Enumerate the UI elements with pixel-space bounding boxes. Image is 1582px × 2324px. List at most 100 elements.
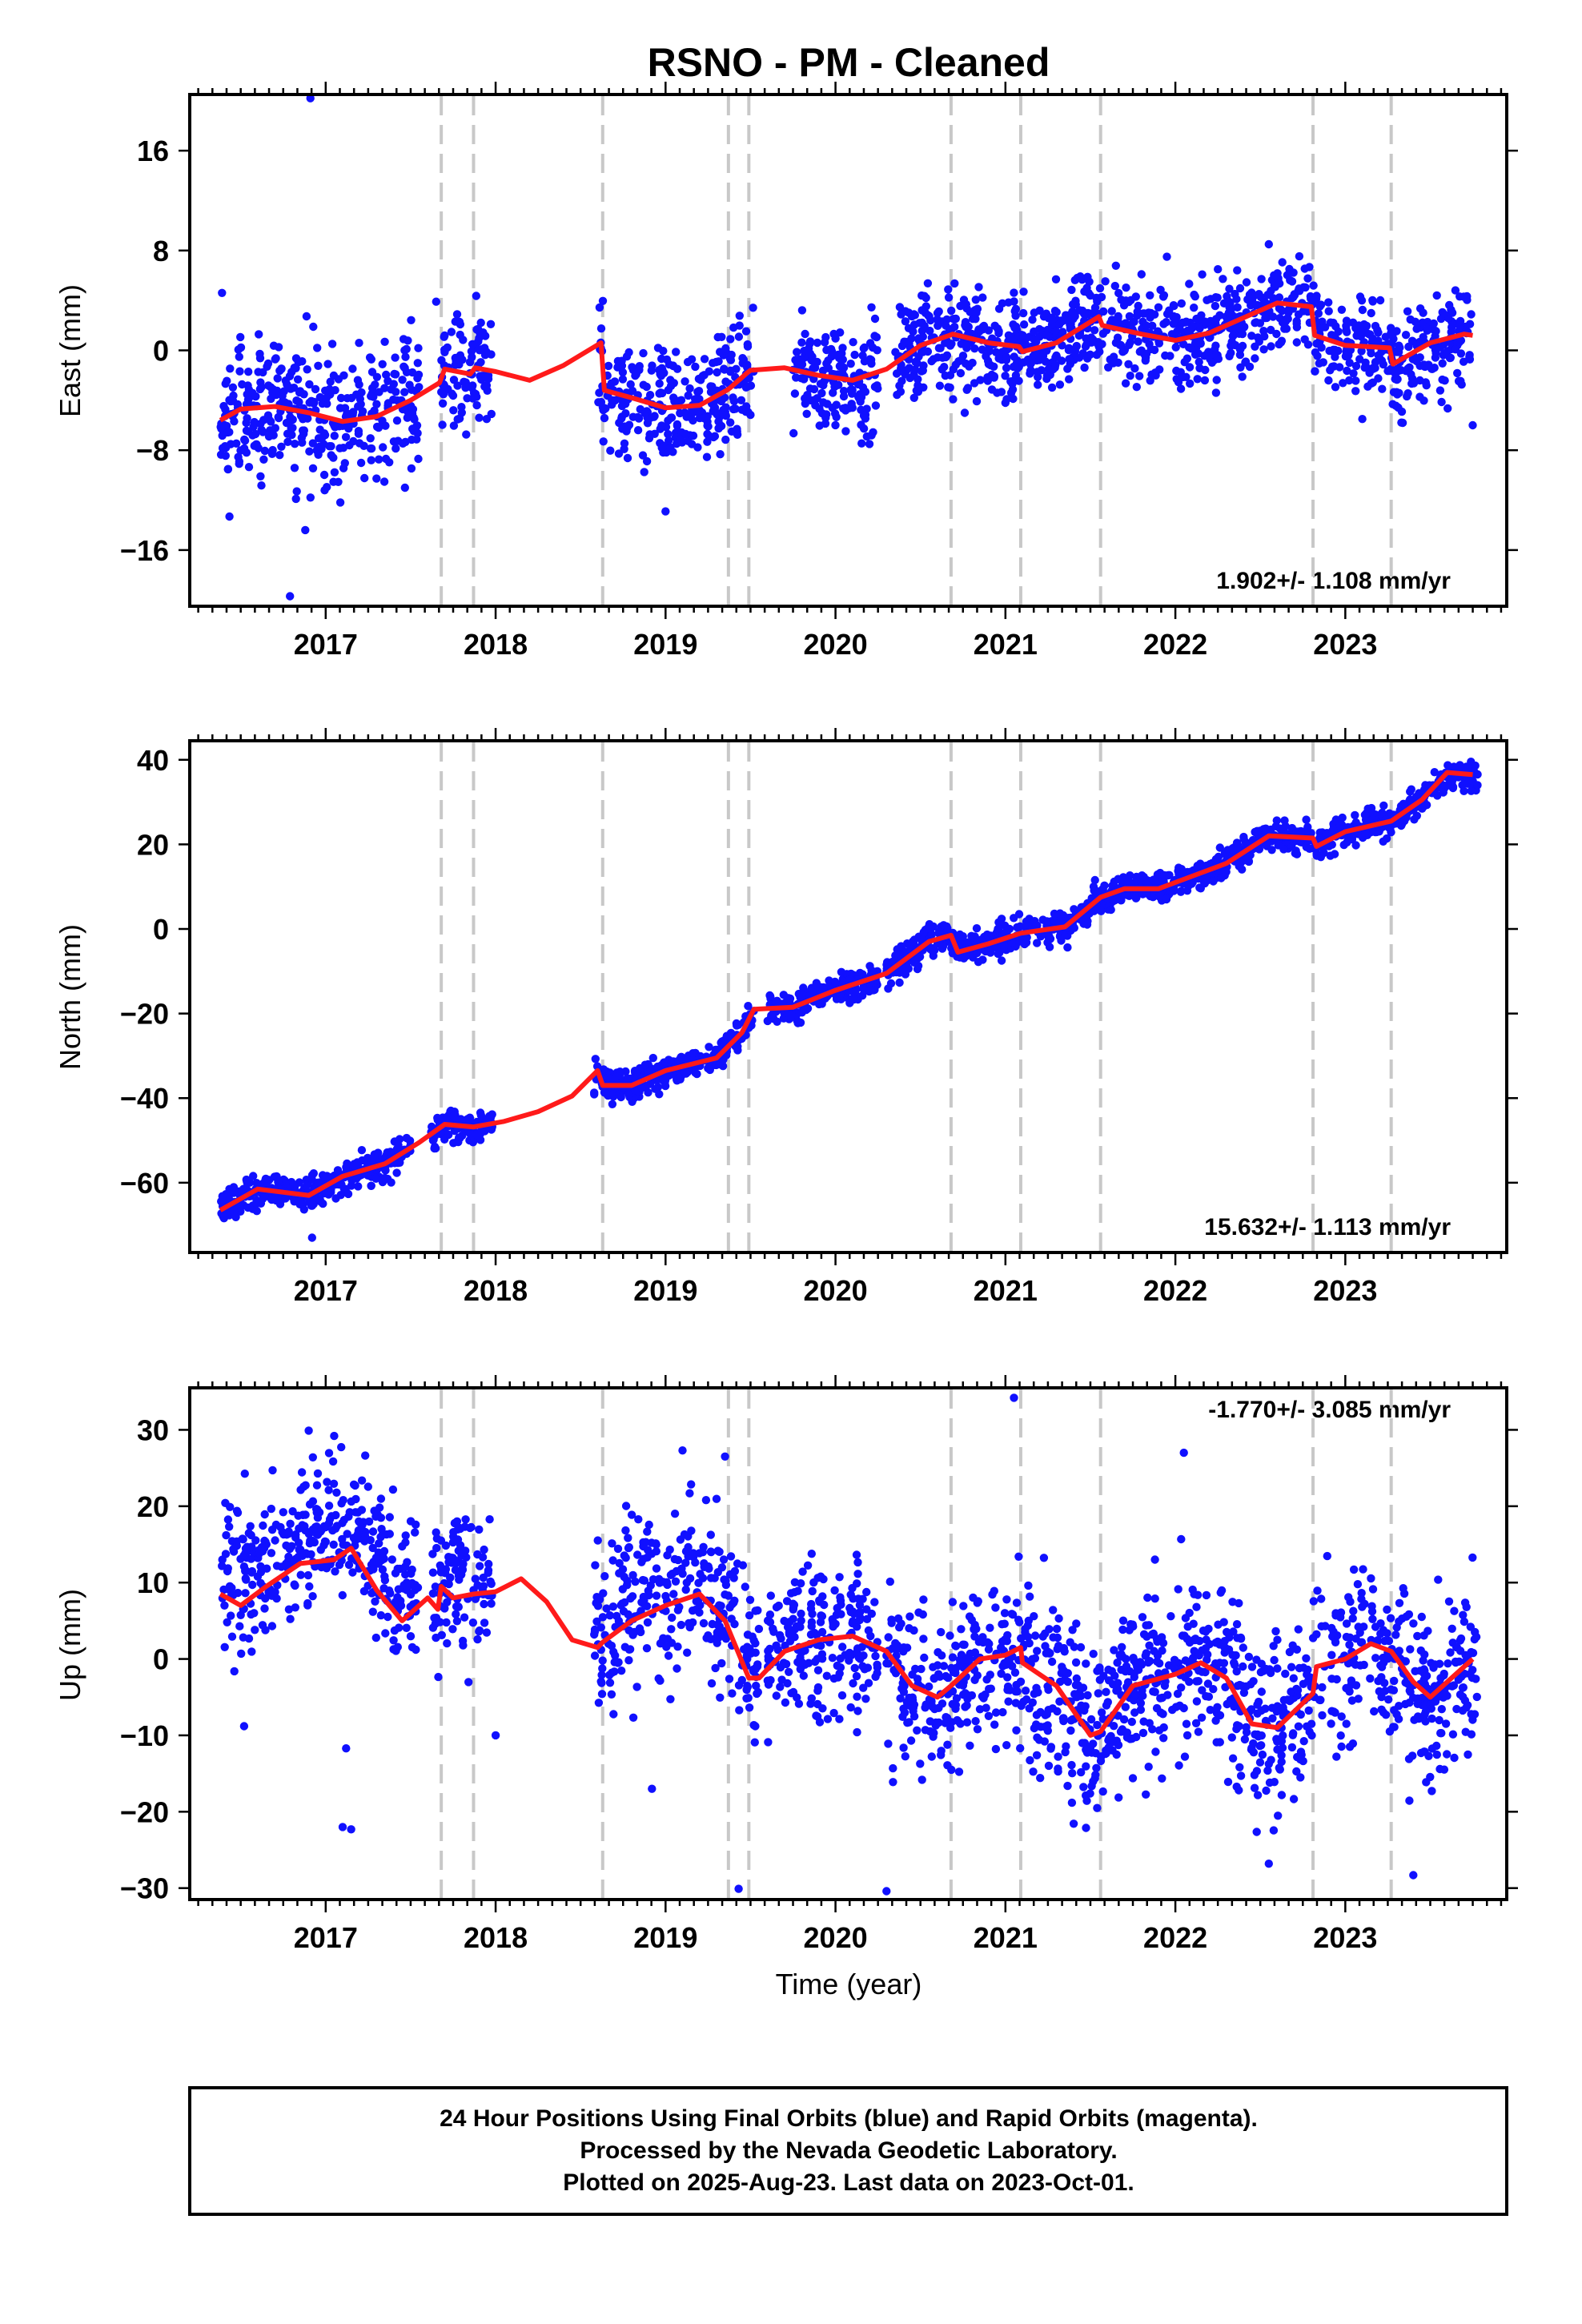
east-data-point (963, 339, 973, 348)
east-data-point (1292, 316, 1301, 326)
east-data-point (1431, 353, 1440, 362)
east-data-point (1134, 337, 1142, 346)
north-data-point (793, 1019, 802, 1027)
east-data-point (657, 421, 666, 430)
north-data-point (1272, 816, 1282, 825)
east-data-point (292, 396, 301, 405)
east-data-point (1392, 327, 1401, 336)
east-data-point (226, 396, 235, 404)
east-data-point (901, 370, 909, 379)
east-data-point (313, 344, 322, 352)
east-data-point (1438, 375, 1447, 384)
east-data-point (235, 367, 244, 376)
east-data-point (846, 360, 855, 368)
up-data-point (308, 1592, 317, 1601)
east-data-point (348, 408, 358, 416)
east-plot-frame (188, 93, 1508, 608)
east-data-point (895, 303, 905, 312)
east-x-tick-label: 2021 (974, 628, 1038, 661)
east-data-point (917, 318, 926, 328)
east-data-point (970, 379, 979, 388)
east-data-point (1319, 358, 1328, 367)
up-data-point (379, 1554, 388, 1563)
east-data-point (391, 353, 400, 362)
east-data-point (1295, 251, 1304, 261)
east-data-point (1326, 318, 1335, 327)
east-data-point (1213, 293, 1222, 302)
east-data-point (1378, 384, 1387, 393)
north-data-point (812, 979, 821, 987)
east-data-point (1110, 281, 1120, 291)
east-data-point (1106, 355, 1114, 364)
east-data-point (255, 384, 265, 394)
east-data-point (951, 314, 961, 324)
east-data-point (809, 364, 817, 373)
north-data-point (927, 930, 937, 939)
east-data-point (811, 396, 820, 404)
east-data-point (1186, 379, 1195, 388)
north-data-point (449, 1112, 458, 1120)
north-data-point (476, 1111, 486, 1120)
east-data-point (367, 392, 375, 400)
north-data-point (308, 1200, 317, 1208)
up-data-point (296, 1570, 305, 1579)
north-data-point (705, 1065, 714, 1075)
up-data-point (327, 1512, 336, 1521)
east-data-point (1324, 298, 1333, 307)
east-data-point (987, 385, 997, 394)
east-data-point (221, 451, 230, 460)
east-data-point (219, 401, 228, 411)
east-data-point (314, 361, 323, 370)
east-data-point (617, 401, 627, 411)
east-data-point (703, 421, 712, 430)
east-data-point (1195, 324, 1204, 333)
east-data-point (868, 343, 877, 352)
east-data-point (909, 320, 919, 329)
east-data-point (1001, 398, 1010, 408)
east-data-point (626, 380, 635, 389)
east-data-point (1150, 345, 1159, 355)
north-data-point (817, 999, 826, 1008)
up-data-point (411, 1528, 420, 1537)
east-data-point (459, 336, 468, 344)
up-observations (218, 1393, 1482, 1896)
up-data-point (345, 1508, 354, 1517)
north-data-point (395, 1135, 404, 1144)
north-data-point (608, 1100, 617, 1109)
north-data-point (1125, 878, 1134, 887)
up-data-point (329, 1540, 338, 1550)
east-data-point (372, 400, 381, 408)
north-data-point (1090, 875, 1099, 885)
east-data-point (244, 368, 253, 376)
east-data-point (308, 464, 318, 472)
east-data-point (367, 456, 375, 464)
east-data-point (360, 473, 369, 483)
east-data-point (1459, 357, 1468, 366)
east-data-point (849, 338, 857, 347)
east-data-point (1468, 420, 1477, 430)
east-data-point (1039, 312, 1049, 321)
east-data-point (1107, 307, 1116, 316)
up-data-point (291, 1603, 299, 1612)
east-data-point (1188, 322, 1198, 331)
north-x-tick-label: 2022 (1143, 1274, 1207, 1307)
up-data-point (357, 1476, 367, 1485)
east-data-point (1419, 308, 1427, 317)
up-data-point (223, 1618, 231, 1627)
east-data-point (1398, 418, 1407, 428)
up-data-point (357, 1506, 367, 1514)
east-data-point (831, 420, 840, 430)
east-data-point (1292, 338, 1302, 347)
up-data-point (386, 1589, 395, 1598)
east-data-point (983, 376, 993, 385)
east-data-point (859, 411, 869, 420)
east-data-point (391, 444, 400, 453)
north-y-tick-label: 0 (153, 913, 169, 946)
east-data-point (1162, 252, 1171, 261)
north-data-point (484, 1114, 494, 1123)
east-data-point (1355, 355, 1364, 364)
east-data-point (642, 456, 652, 466)
east-data-point (909, 327, 917, 336)
east-data-point (859, 424, 869, 433)
north-data-point (997, 956, 1006, 965)
